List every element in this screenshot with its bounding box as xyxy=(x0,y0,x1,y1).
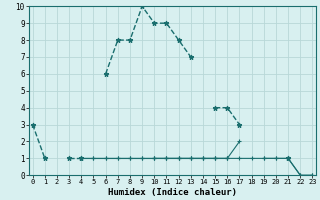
X-axis label: Humidex (Indice chaleur): Humidex (Indice chaleur) xyxy=(108,188,237,197)
